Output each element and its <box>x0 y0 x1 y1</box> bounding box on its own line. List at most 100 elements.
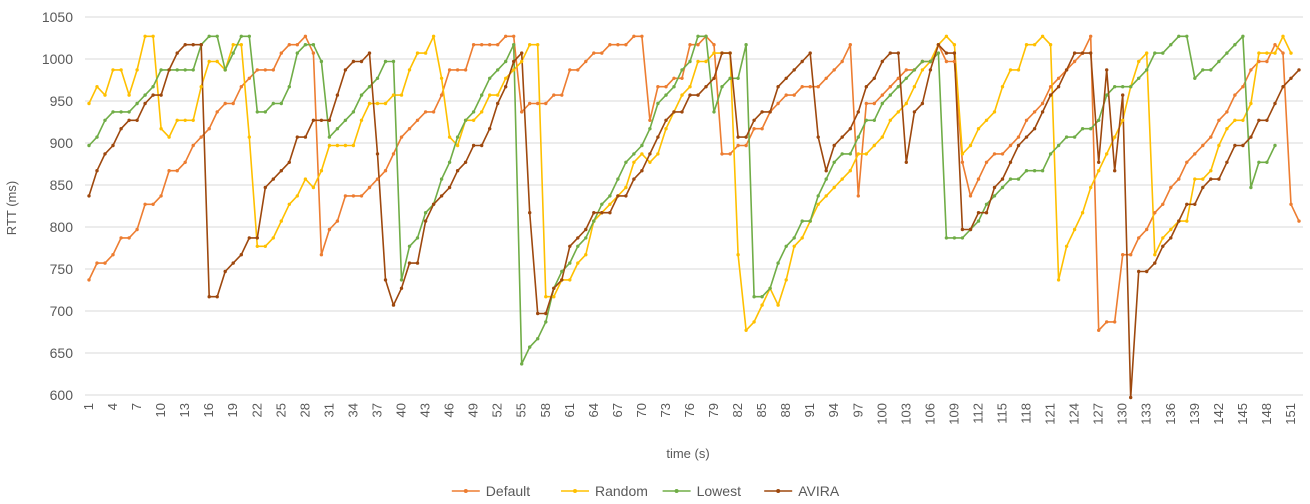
data-point-default <box>880 93 884 97</box>
data-point-avira <box>1040 110 1045 114</box>
data-point-avira <box>207 295 211 299</box>
data-point-avira <box>976 211 981 215</box>
data-point-lowest <box>271 101 275 106</box>
data-point-lowest <box>1225 51 1229 55</box>
data-point-avira <box>95 169 99 173</box>
data-point-avira <box>1024 135 1029 139</box>
data-point-avira <box>391 303 396 307</box>
data-point-random <box>359 118 364 123</box>
data-point-avira <box>423 219 428 223</box>
data-point-default <box>784 93 788 97</box>
data-point-lowest <box>191 68 195 72</box>
data-point-default <box>776 101 780 106</box>
x-tick-label: 64 <box>586 403 601 417</box>
data-point-lowest <box>1233 43 1237 47</box>
data-point-lowest <box>1040 169 1045 173</box>
data-point-avira <box>255 236 259 240</box>
data-point-random <box>247 135 251 139</box>
data-point-default <box>624 43 628 47</box>
x-tick-label: 97 <box>850 403 865 417</box>
data-point-default <box>648 118 652 123</box>
data-point-random <box>824 194 828 198</box>
data-point-avira <box>896 51 900 55</box>
data-point-random <box>439 76 444 81</box>
data-point-lowest <box>992 194 997 198</box>
data-point-default <box>1145 227 1149 232</box>
data-point-default <box>423 110 428 114</box>
data-point-lowest <box>840 152 844 156</box>
data-point-lowest <box>896 85 900 89</box>
data-point-default <box>271 68 275 72</box>
data-point-random <box>351 143 356 148</box>
data-point-lowest <box>87 143 91 148</box>
data-point-random <box>1169 227 1173 232</box>
data-point-random <box>167 135 171 139</box>
x-tick-label: 31 <box>321 403 336 417</box>
data-point-default <box>752 127 756 131</box>
data-point-avira <box>1241 143 1245 148</box>
data-point-default <box>1297 219 1301 223</box>
x-tick-label: 22 <box>249 403 264 417</box>
data-point-avira <box>712 76 716 81</box>
legend-swatch-marker <box>776 489 781 493</box>
data-point-random <box>143 34 147 38</box>
data-point-avira <box>1064 68 1069 72</box>
data-point-avira <box>151 93 155 97</box>
data-point-lowest <box>1249 185 1253 190</box>
data-point-default <box>95 261 99 265</box>
data-point-default <box>1169 185 1173 190</box>
data-point-avira <box>183 43 187 47</box>
x-tick-label: 109 <box>946 403 961 425</box>
data-point-random <box>576 261 580 265</box>
data-point-default <box>143 202 147 206</box>
data-point-avira <box>247 236 251 240</box>
data-point-avira <box>904 160 908 164</box>
data-point-avira <box>616 194 620 198</box>
data-point-avira <box>528 211 532 215</box>
data-point-random <box>760 303 764 307</box>
data-point-lowest <box>1209 68 1213 72</box>
data-point-lowest <box>520 362 524 366</box>
data-point-default <box>528 101 532 106</box>
data-point-default <box>1233 93 1237 97</box>
data-point-avira <box>1072 51 1077 55</box>
data-point-lowest <box>584 236 588 240</box>
data-point-avira <box>455 169 460 173</box>
data-point-lowest <box>536 337 540 341</box>
data-point-default <box>127 236 131 240</box>
data-point-lowest <box>295 51 299 55</box>
data-point-default <box>984 160 989 164</box>
data-point-random <box>640 152 644 156</box>
data-point-random <box>816 202 820 206</box>
data-point-default <box>247 76 251 81</box>
data-point-lowest <box>399 278 404 282</box>
data-point-avira <box>199 43 203 47</box>
data-point-default <box>824 76 828 81</box>
data-point-random <box>175 118 179 123</box>
data-point-lowest <box>664 93 668 97</box>
data-point-default <box>375 177 380 181</box>
data-point-default <box>175 169 179 173</box>
y-tick-label: 750 <box>50 261 74 277</box>
data-point-default <box>1201 143 1205 148</box>
data-point-default <box>728 152 732 156</box>
data-point-random <box>800 236 804 240</box>
x-tick-label: 100 <box>874 403 889 425</box>
data-point-lowest <box>111 110 115 114</box>
data-point-lowest <box>1177 34 1181 38</box>
data-point-lowest <box>752 295 756 299</box>
data-point-lowest <box>728 76 732 81</box>
data-point-default <box>664 85 668 89</box>
data-point-avira <box>768 110 772 114</box>
data-point-lowest <box>704 34 708 38</box>
data-point-default <box>1177 177 1181 181</box>
data-point-random <box>87 101 91 106</box>
data-point-avira <box>1225 160 1229 164</box>
data-point-avira <box>560 278 564 282</box>
data-point-random <box>496 93 500 97</box>
data-point-avira <box>1193 202 1197 206</box>
data-point-random <box>1000 85 1005 89</box>
data-point-lowest <box>768 286 772 290</box>
data-point-random <box>872 143 876 148</box>
data-point-avira <box>488 127 492 131</box>
